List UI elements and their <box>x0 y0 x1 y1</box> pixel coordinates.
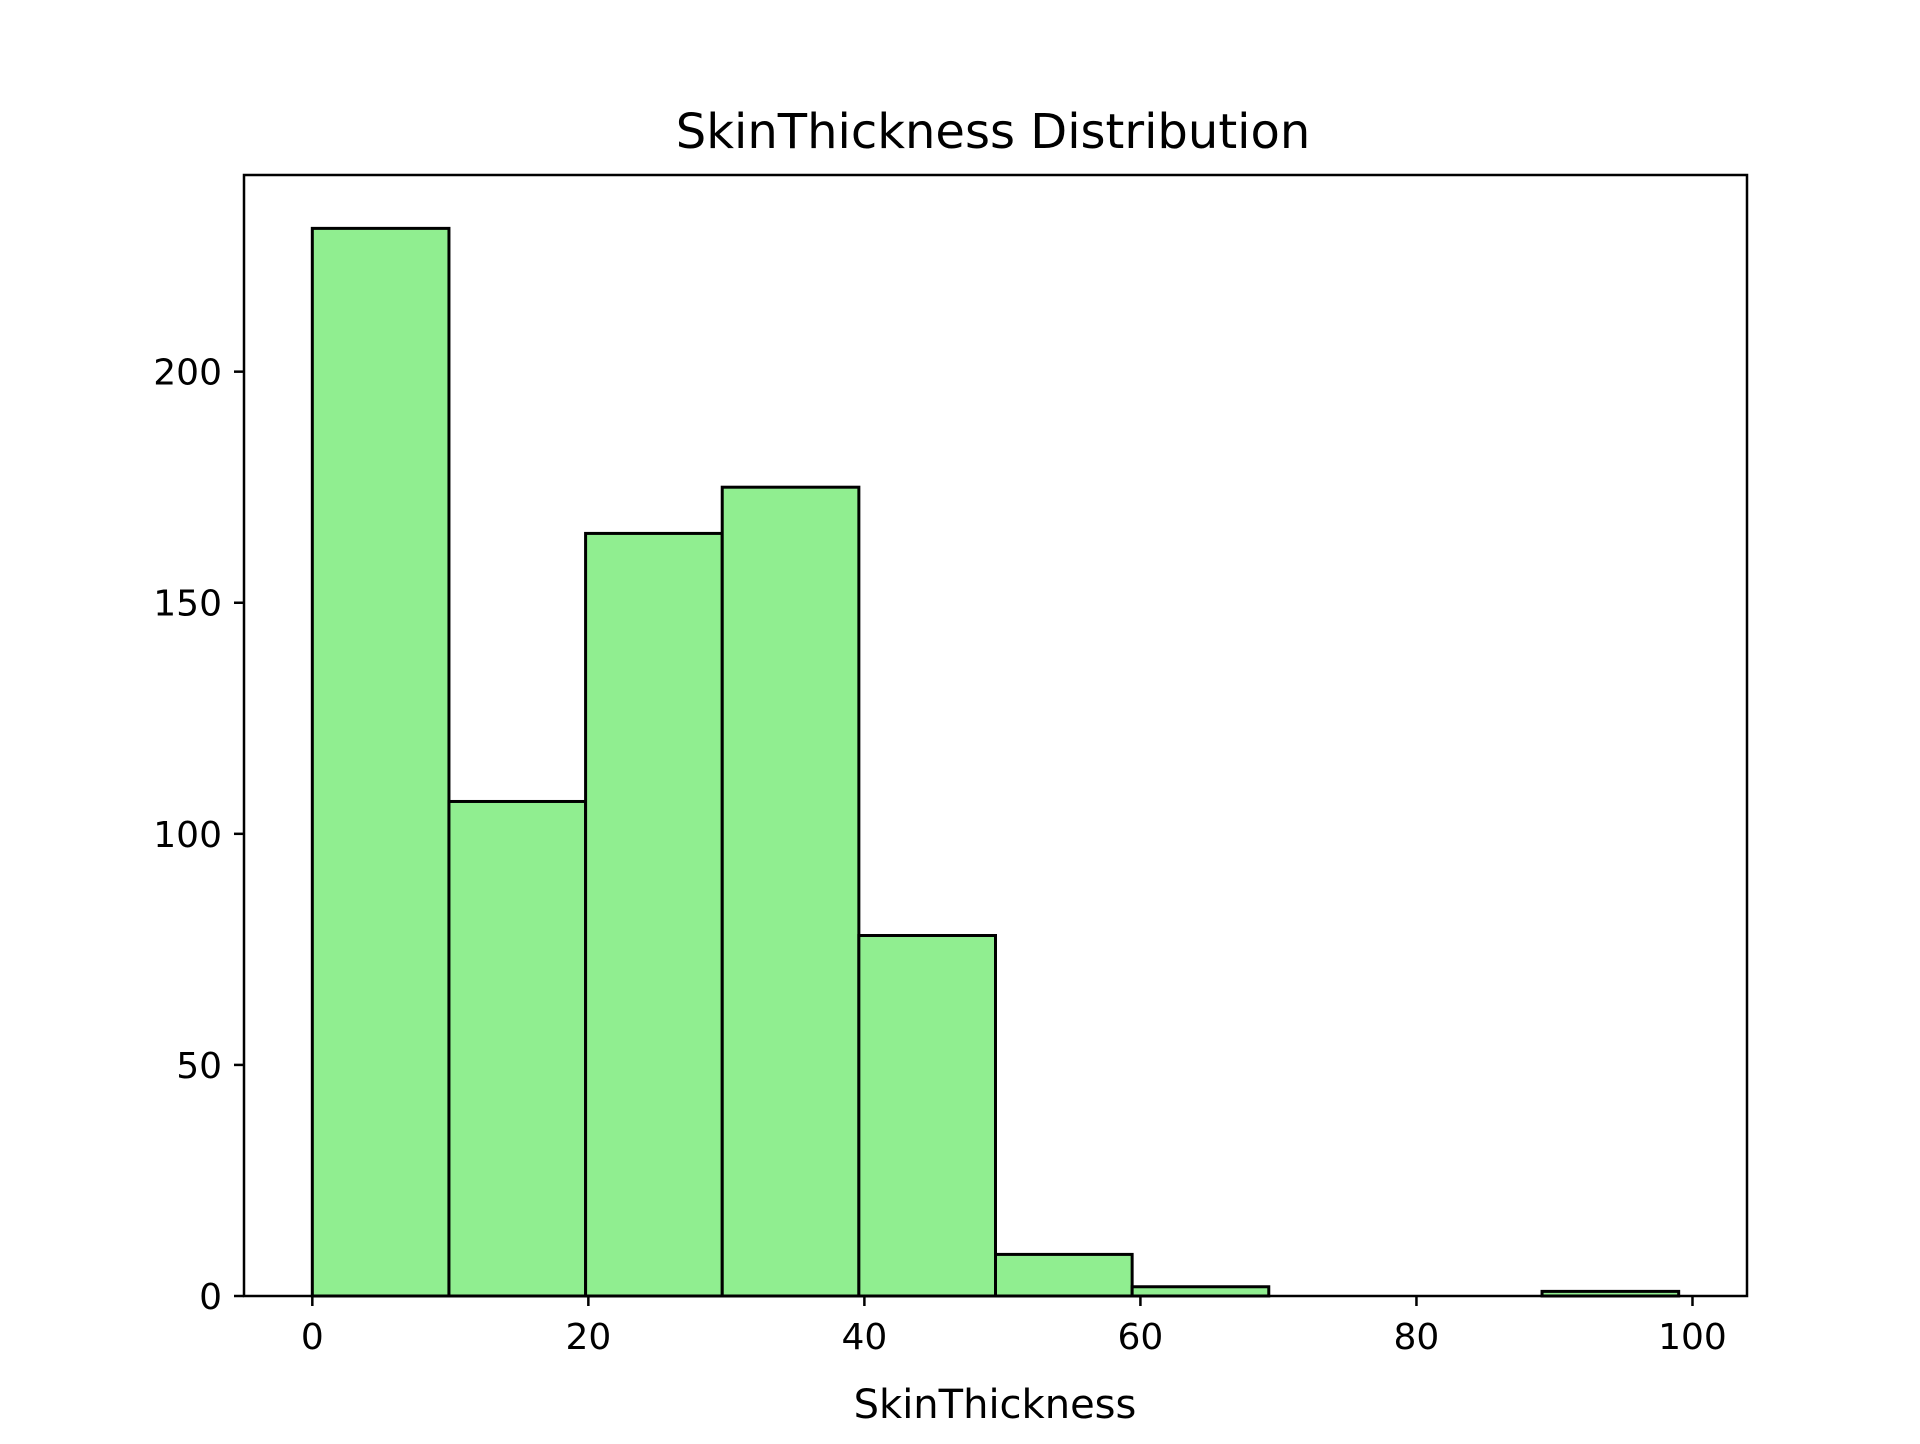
x-axis-label: SkinThickness <box>854 1382 1137 1428</box>
x-tick-label-4: 80 <box>1394 1317 1440 1358</box>
x-tick-label-5: 100 <box>1658 1317 1727 1358</box>
y-tick-label-1: 50 <box>176 1046 222 1087</box>
histogram-bar-2 <box>584 531 724 1298</box>
x-tick-label-2: 40 <box>841 1317 887 1358</box>
bars-layer <box>310 226 1681 1298</box>
y-tick-label-0: 0 <box>199 1277 222 1318</box>
histogram-bar-5 <box>994 1252 1134 1298</box>
x-tick-label-1: 20 <box>565 1317 611 1358</box>
ticks-layer: 0 20 40 60 80 100 0 50 100 150 200 <box>153 353 1727 1358</box>
y-tick-label-3: 150 <box>153 584 222 625</box>
histogram-bar-0 <box>310 226 451 1298</box>
chart-title: SkinThickness Distribution <box>676 104 1311 160</box>
histogram-bar-6 <box>1130 1285 1271 1298</box>
x-tick-label-3: 60 <box>1118 1317 1164 1358</box>
x-tick-label-0: 0 <box>301 1317 324 1358</box>
histogram-bar-3 <box>720 485 861 1298</box>
histogram-bar-4 <box>857 934 998 1298</box>
plot-frame <box>242 173 1749 1298</box>
y-tick-label-2: 100 <box>153 815 222 856</box>
y-tick-label-4: 200 <box>153 353 222 394</box>
histogram-bar-1 <box>447 799 588 1298</box>
